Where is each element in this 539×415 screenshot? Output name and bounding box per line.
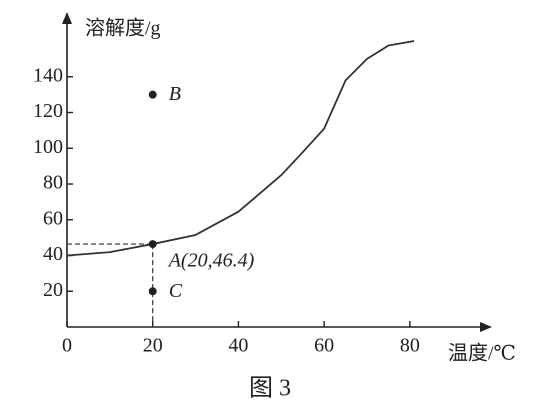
curve <box>66 40 415 257</box>
point <box>148 287 157 296</box>
x-arrow <box>480 322 492 332</box>
point-label: A(20,46.4) <box>167 250 255 272</box>
point-label: C <box>169 280 183 302</box>
x-tick-label: 0 <box>62 335 72 357</box>
x-tick-label: 60 <box>314 335 334 357</box>
point <box>148 240 157 249</box>
caption: 图 3 <box>249 376 291 402</box>
x-axis-label: 温度/℃ <box>448 342 516 365</box>
point <box>148 90 157 99</box>
y-tick-label: 140 <box>33 64 63 86</box>
x-tick-label: 20 <box>143 335 163 357</box>
point-label: B <box>169 83 181 105</box>
x-tick-label: 80 <box>400 335 420 357</box>
y-tick-label: 120 <box>33 100 63 122</box>
y-arrow <box>62 12 72 24</box>
y-tick-label: 40 <box>43 243 63 265</box>
y-tick-label: 80 <box>43 172 63 194</box>
y-tick-label: 20 <box>43 279 63 301</box>
y-axis-label: 溶解度/g <box>85 17 161 40</box>
x-tick-label: 40 <box>228 335 248 357</box>
y-tick-label: 60 <box>43 207 63 229</box>
y-tick-label: 100 <box>33 136 63 158</box>
